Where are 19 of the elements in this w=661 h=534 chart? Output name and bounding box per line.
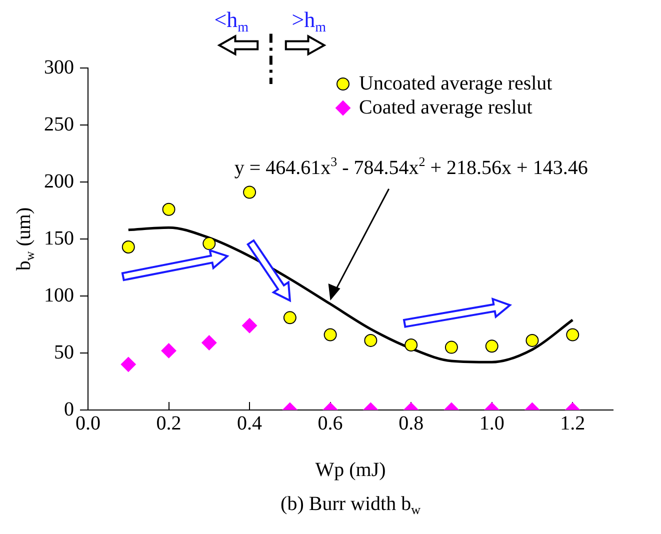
y-tick-label: 150 — [44, 227, 74, 250]
line-series — [127, 226, 574, 364]
x-tick-label: 1.0 — [479, 412, 504, 434]
legend-label: Uncoated average reslut — [359, 72, 553, 94]
x-tick-label: 0.4 — [237, 412, 262, 434]
y-tick-label: 50 — [54, 341, 74, 364]
y-axis-title: bw (um) — [13, 207, 37, 271]
x-tick-label: 0.2 — [156, 412, 182, 434]
y-tick-label: 300 — [44, 56, 74, 78]
x-tick-label: 1.2 — [560, 412, 586, 434]
y-tick-label: 250 — [44, 113, 74, 136]
x-tick-label: 0.8 — [398, 412, 424, 434]
legend-label: Coated average reslut — [359, 96, 533, 118]
y-tick-label: 0 — [64, 398, 74, 420]
y-tick-label: 100 — [44, 284, 74, 306]
y-tick-label: 200 — [44, 170, 74, 192]
x-tick-label: 0.0 — [76, 412, 100, 434]
x-tick-label: 0.6 — [318, 412, 343, 434]
x-axis-title: Wp (mJ) — [315, 459, 386, 481]
